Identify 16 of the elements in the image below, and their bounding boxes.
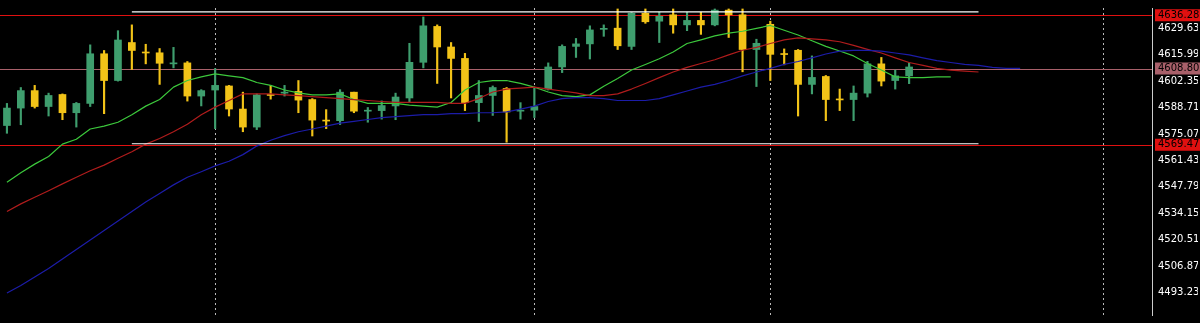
y-tick-label: 4561.43 bbox=[1158, 153, 1200, 165]
ref-line-label: 4569.47 bbox=[1158, 138, 1200, 150]
ref-line-label: 4636.28 bbox=[1158, 8, 1200, 20]
y-tick-label: 4602.35 bbox=[1158, 74, 1200, 86]
candlestick bbox=[599, 24, 608, 37]
y-tick-label: 4493.23 bbox=[1158, 286, 1200, 298]
y-tick-label: 4506.87 bbox=[1158, 259, 1200, 271]
y-tick-label: 4520.51 bbox=[1158, 233, 1200, 245]
y-tick-label: 4534.15 bbox=[1158, 206, 1200, 218]
y-tick-label: 4615.99 bbox=[1158, 48, 1200, 60]
y-tick-label: 4547.79 bbox=[1158, 180, 1200, 192]
y-tick-label: 4588.71 bbox=[1158, 101, 1200, 113]
ref-line-label: 4608.80 bbox=[1158, 62, 1200, 74]
y-tick-label: 4629.63 bbox=[1158, 21, 1200, 33]
y-tick-label: 4575.07 bbox=[1158, 127, 1200, 139]
candlestick bbox=[363, 107, 372, 123]
